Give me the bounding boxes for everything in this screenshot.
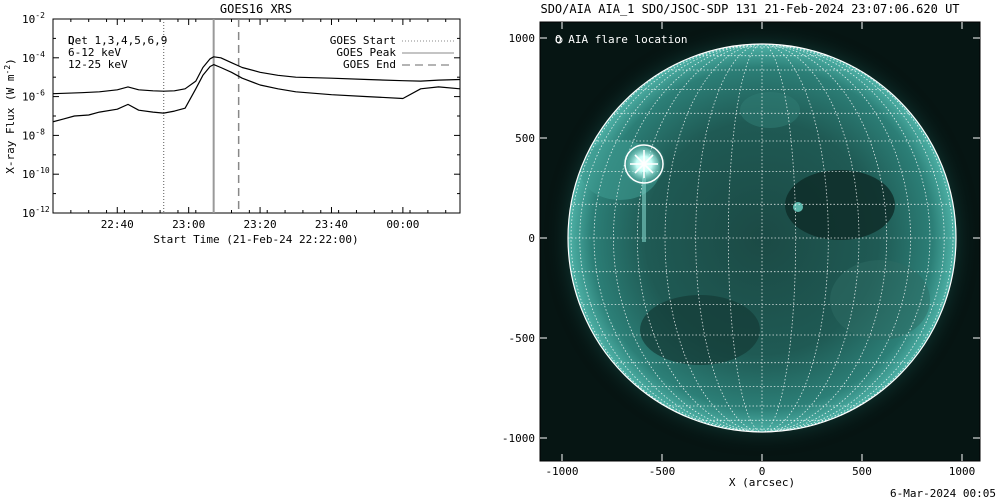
goes-channel-legend: Det 1,3,4,5,6,9 Q 6-12 keV 12-25 keV	[68, 34, 167, 71]
aia-x-tick-label: 1000	[949, 465, 976, 478]
flare-spike	[634, 163, 645, 174]
flare-streak	[642, 172, 646, 242]
longitude-line	[593, 44, 763, 432]
goes-y-tick-label: 10-6	[22, 89, 45, 104]
aia-title: SDO/AIA AIA_1 SDO/JSOC-SDP 131 21-Feb-20…	[540, 2, 959, 16]
longitude-line	[761, 44, 954, 432]
goes-plot-frame	[52, 18, 461, 214]
goes-event-lines	[163, 19, 240, 213]
longitude-line	[761, 44, 797, 432]
goes-y-axis: 10-2 10-4 10-6 10-8 10-10 10-12	[22, 11, 460, 220]
aia-x-tick-label: -500	[649, 465, 676, 478]
aia-y-axis: 1000 500 0 -500 -1000	[502, 32, 980, 445]
legend-det: Det 1,3,4,5,6,9	[68, 34, 167, 47]
aia-y-tick-label: 0	[528, 232, 535, 245]
goes-y-label: X-ray Flux (W m-2)	[3, 58, 17, 174]
goes-y-tick-label: 10-10	[22, 166, 50, 181]
goes-series-line-2	[53, 63, 460, 123]
aia-y-tick-label: -1000	[502, 432, 535, 445]
goes-xrs-chart: GOES16 XRS 10-2 10-4 10-6 10-8 10-10 10-12 22…	[3, 2, 461, 246]
longitude-line	[761, 44, 911, 432]
legend-goes-peak: GOES Peak	[336, 46, 396, 59]
aia-y-tick-label: 1000	[509, 32, 536, 45]
aia-x-label: X (arcsec)	[729, 476, 795, 489]
longitude-line	[579, 44, 763, 432]
longitude-line	[636, 44, 763, 432]
legend-12-25-kev: 12-25 keV	[68, 58, 128, 71]
aia-image-panel: SDO/AIA AIA_1 SDO/JSOC-SDP 131 21-Feb-20…	[502, 2, 996, 500]
aia-y-tick-label: 500	[515, 132, 535, 145]
goes-x-label: Start Time (21-Feb-24 22:22:00)	[153, 233, 358, 246]
legend-6-12-kev: 6-12 keV	[68, 46, 121, 59]
legend-flare-circle-icon	[555, 36, 563, 44]
bright-region	[740, 92, 800, 128]
dark-region	[785, 170, 895, 240]
bright-point	[793, 202, 803, 212]
aia-frame	[539, 21, 981, 462]
heliographic-grid	[568, 44, 956, 432]
flare-spike	[634, 154, 645, 165]
flare-location-marker	[624, 144, 664, 184]
goes-series-group	[53, 56, 460, 123]
legend-det-overlay: Q	[68, 34, 75, 47]
longitude-line	[664, 44, 763, 432]
footer-timestamp: 6-Mar-2024 00:05	[890, 487, 996, 500]
goes-y-tick-label: 10-12	[22, 205, 50, 220]
goes-x-tick-label: 23:20	[244, 218, 277, 231]
legend-goes-end: GOES End	[343, 58, 396, 71]
longitude-line	[570, 44, 763, 432]
aia-x-tick-label: 500	[852, 465, 872, 478]
goes-x-tick-label: 00:00	[386, 218, 419, 231]
aia-legend: O AIA flare location	[555, 33, 687, 46]
longitude-line	[613, 44, 763, 432]
goes-y-tick-label: 10-4	[22, 50, 45, 65]
goes-x-axis: 22:40 23:00 23:20 23:40 00:00	[52, 19, 447, 231]
aia-x-tick-label: 0	[759, 465, 766, 478]
solar-limb	[567, 43, 957, 433]
longitude-line	[761, 44, 829, 432]
aia-y-tick-label: -500	[509, 332, 536, 345]
flare-spike	[643, 154, 654, 165]
longitude-line	[695, 44, 763, 432]
legend-goes-start: GOES Start	[330, 34, 396, 47]
longitude-line	[761, 44, 931, 432]
longitude-line	[761, 44, 945, 432]
longitude-line	[761, 44, 888, 432]
longitude-line	[727, 44, 763, 432]
aia-x-tick-label: -1000	[545, 465, 578, 478]
goes-y-tick-label: 10-8	[22, 127, 45, 142]
goes-x-tick-label: 22:40	[101, 218, 134, 231]
goes-y-tick-label: 10-2	[22, 11, 45, 26]
goes-title: GOES16 XRS	[220, 2, 292, 16]
goes-x-tick-label: 23:40	[315, 218, 348, 231]
goes-series-line-1	[53, 56, 460, 95]
dark-region	[640, 295, 760, 365]
longitude-line	[761, 44, 860, 432]
goes-x-tick-label: 23:00	[172, 218, 205, 231]
flare-spike	[643, 163, 654, 174]
aia-x-axis: -1000 -500 0 500 1000	[545, 22, 975, 478]
goes-event-legend: GOES Start GOES Peak GOES End	[330, 34, 454, 71]
